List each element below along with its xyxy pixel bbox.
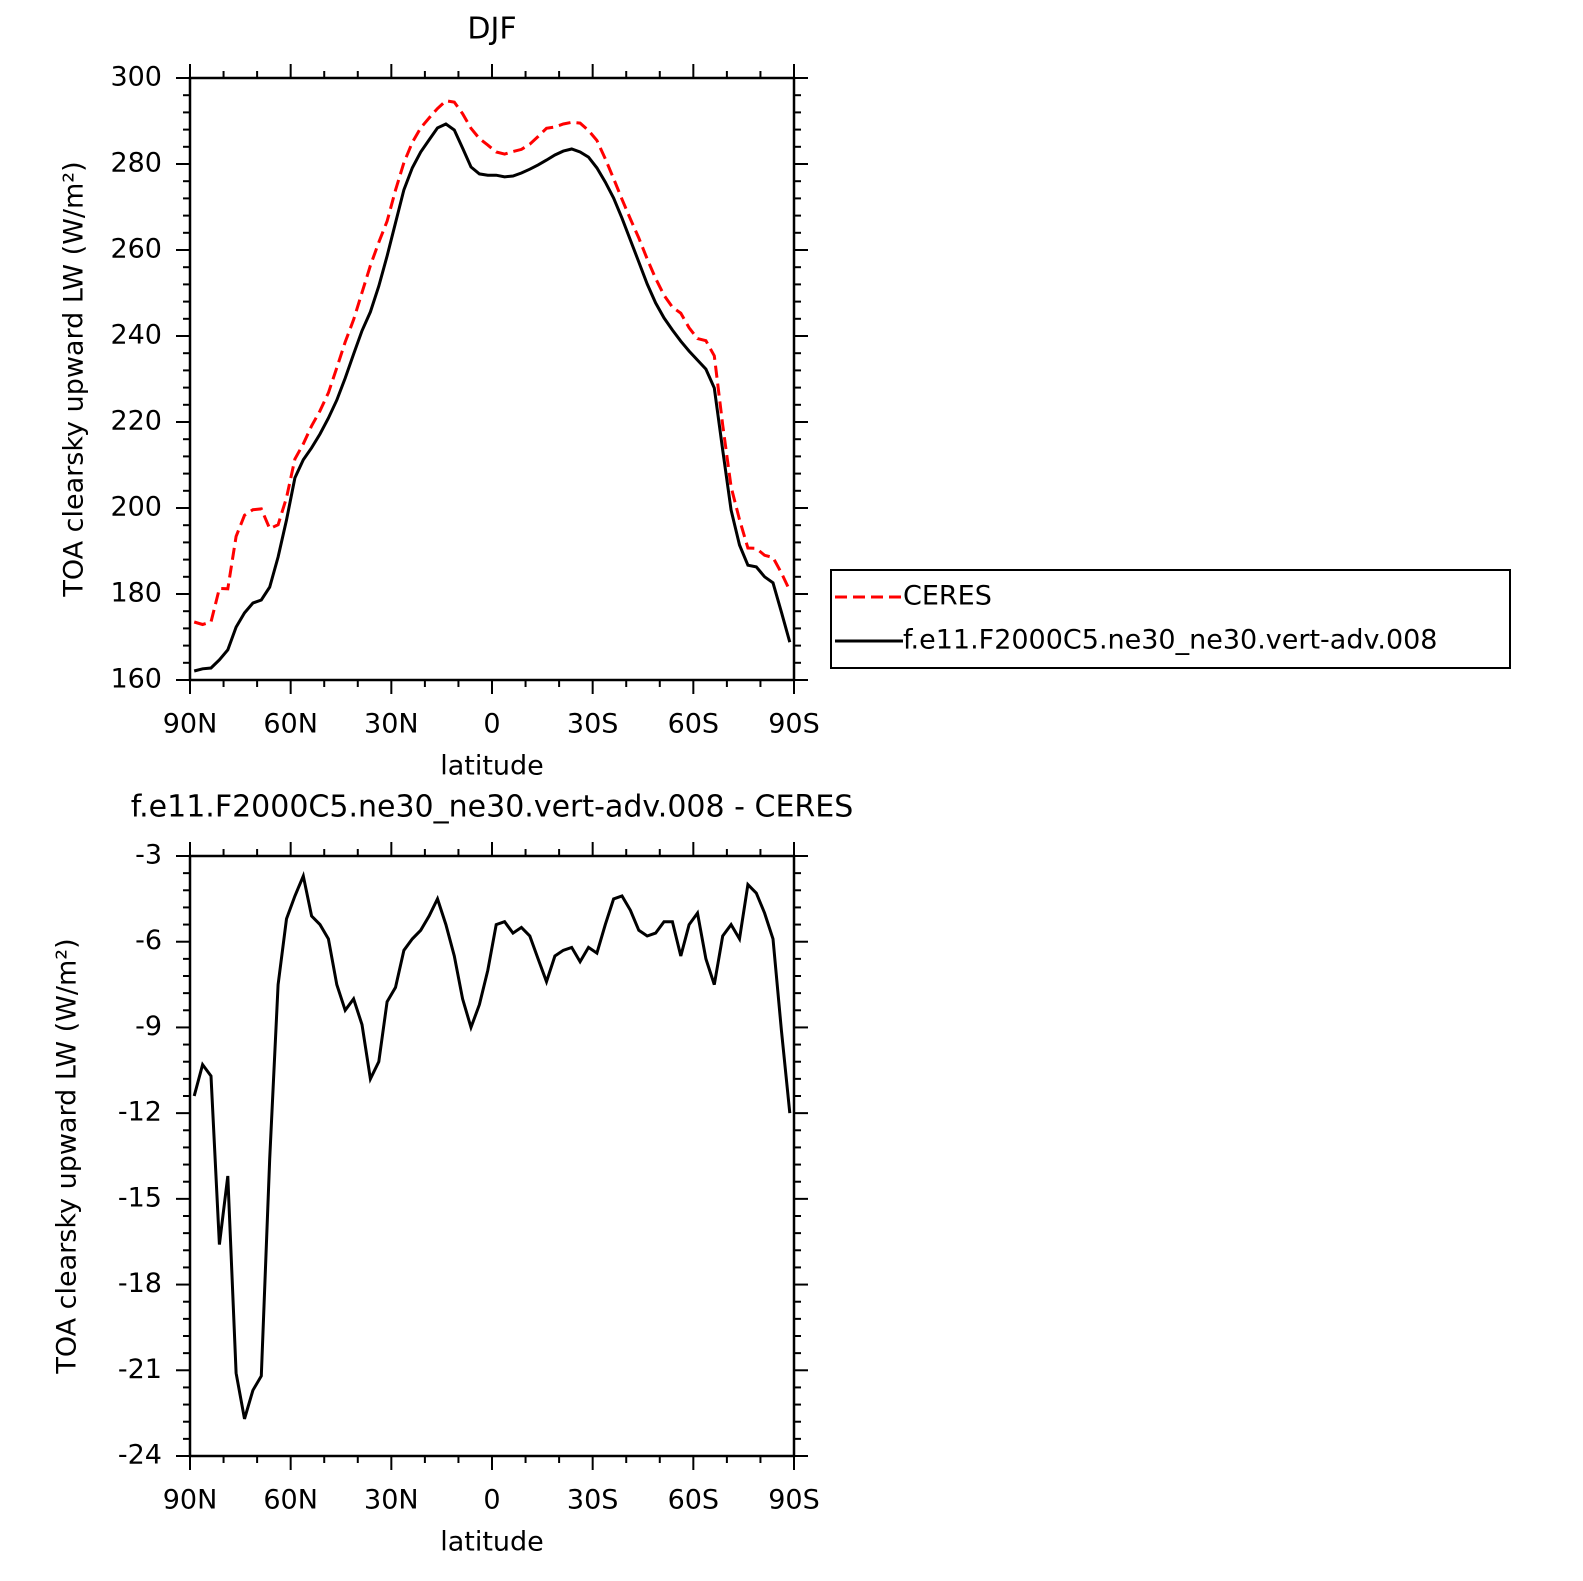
y-axis-label: TOA clearsky upward LW (W/m²) (52, 938, 83, 1374)
x-tick-label: 30S (567, 709, 619, 740)
y-tick-label: 260 (110, 234, 162, 265)
y-tick-label: 220 (110, 406, 162, 437)
y-axis-label: TOA clearsky upward LW (W/m²) (59, 161, 90, 597)
y-tick-label: 280 (110, 148, 162, 179)
x-tick-label: 60S (668, 709, 720, 740)
legend-label: CERES (903, 581, 992, 612)
chart-title: DJF (467, 12, 516, 47)
y-tick-label: -21 (118, 1354, 162, 1385)
data-line (192, 870, 792, 1420)
legend-box (830, 569, 1511, 669)
x-tick-label: 30S (567, 1485, 619, 1516)
y-tick-label: 200 (110, 492, 162, 523)
y-tick-label: 300 (110, 62, 162, 93)
x-axis-label: latitude (440, 751, 544, 782)
x-tick-label: 60N (263, 1485, 318, 1516)
y-tick-label: -15 (118, 1182, 162, 1213)
plot-frame (188, 854, 796, 1458)
y-tick-label: -6 (135, 925, 162, 956)
x-tick-label: 0 (483, 709, 500, 740)
y-tick-label: -3 (135, 840, 162, 871)
y-tick-label: 240 (110, 320, 162, 351)
data-line (193, 122, 792, 673)
x-axis-label: latitude (440, 1527, 544, 1558)
x-tick-label: 0 (483, 1485, 500, 1516)
y-tick-label: 180 (110, 578, 162, 609)
x-tick-label: 30N (364, 1485, 419, 1516)
y-tick-label: 160 (110, 664, 162, 695)
chart-title: f.e11.F2000C5.ne30_ne30.vert-adv.008 - C… (131, 790, 854, 825)
y-tick-label: -24 (118, 1440, 162, 1471)
x-tick-label: 60N (263, 709, 318, 740)
y-tick-label: -18 (118, 1268, 162, 1299)
x-tick-label: 90N (163, 709, 218, 740)
x-tick-label: 90S (768, 1485, 820, 1516)
x-tick-label: 60S (668, 1485, 720, 1516)
y-tick-label: -12 (118, 1097, 162, 1128)
y-tick-label: -9 (135, 1011, 162, 1042)
legend-label: f.e11.F2000C5.ne30_ne30.vert-adv.008 (903, 625, 1437, 656)
plot-frame (188, 76, 796, 682)
x-tick-label: 90S (768, 709, 820, 740)
x-tick-label: 30N (364, 709, 419, 740)
data-line (193, 99, 792, 627)
x-tick-label: 90N (163, 1485, 218, 1516)
